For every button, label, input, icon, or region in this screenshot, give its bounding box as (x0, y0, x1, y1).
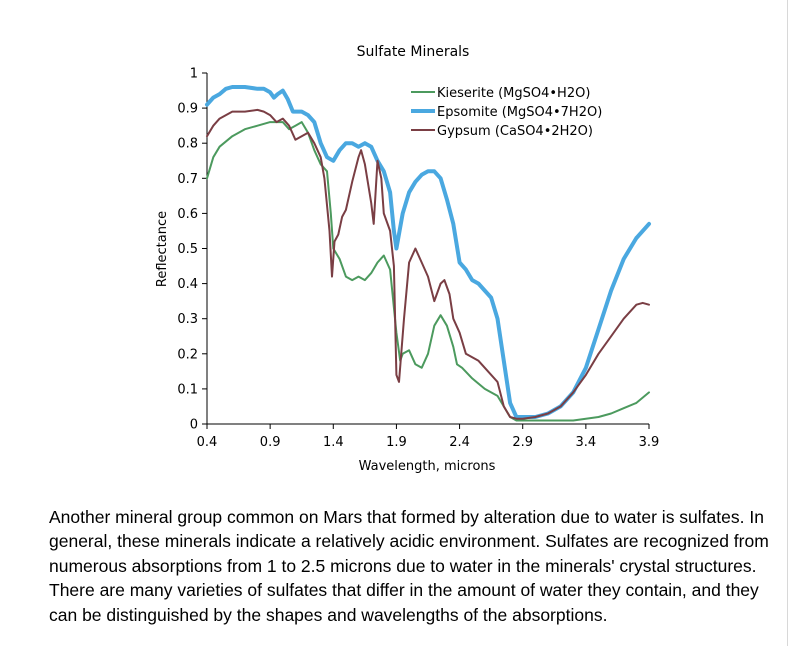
y-tick-label: 0.2 (177, 347, 198, 362)
content-right-border (787, 0, 788, 646)
series-line-3 (206, 108, 650, 420)
x-tick-label: 2.4 (449, 435, 470, 450)
x-tick-label: 1.4 (323, 435, 344, 450)
legend-label-1: Kieserite (MgSO4•H2O) (437, 86, 590, 101)
x-tick-label: 3.9 (639, 435, 660, 450)
y-tick-label: 0.5 (177, 242, 198, 257)
legend-label-3: Gypsum (CaSO4•2H2O) (437, 124, 593, 139)
figure-caption: Another mineral group common on Mars tha… (49, 507, 769, 625)
x-tick-label: 0.4 (197, 435, 218, 450)
y-tick-label: 0.8 (177, 137, 198, 152)
chart-legend: Kieserite (MgSO4•H2O) Epsomite (MgSO4•7H2… (411, 86, 602, 139)
y-axis: 0 0.1 0.2 0.3 0.4 0.5 0.6 0.7 0.8 0.9 1 (177, 67, 208, 433)
legend-label-2: Epsomite (MgSO4•7H2O) (437, 105, 602, 120)
y-tick-label: 1 (190, 67, 198, 82)
x-tick-label: 1.9 (386, 435, 407, 450)
y-tick-label: 0.9 (177, 102, 198, 117)
y-tick-label: 0.3 (177, 312, 198, 327)
y-tick-label: 0.6 (177, 207, 198, 222)
x-axis: 0.4 0.9 1.4 1.9 2.4 2.9 3.4 3.9 (197, 423, 660, 450)
x-axis-label: Wavelength, microns (359, 459, 496, 474)
x-tick-label: 0.9 (260, 435, 281, 450)
sulfate-reflectance-chart: Sulfate Minerals 0 0.1 0.2 0.3 0.4 0.5 0.6 0.7 0… (155, 44, 660, 474)
y-tick-label: 0.4 (177, 277, 198, 292)
series-line-2 (205, 85, 651, 419)
x-tick-label: 3.4 (576, 435, 597, 450)
y-tick-label: 0.7 (177, 172, 198, 187)
chart-canvas: Sulfate Minerals 00.10.20.30.40.50.60.70… (155, 44, 660, 474)
x-tick-label: 2.9 (512, 435, 533, 450)
y-tick-label: 0 (190, 418, 198, 433)
y-axis-label: Reflectance (155, 211, 170, 287)
y-tick-label: 0.1 (177, 382, 198, 397)
chart-title: Sulfate Minerals (357, 44, 470, 60)
series-layer (205, 85, 651, 422)
